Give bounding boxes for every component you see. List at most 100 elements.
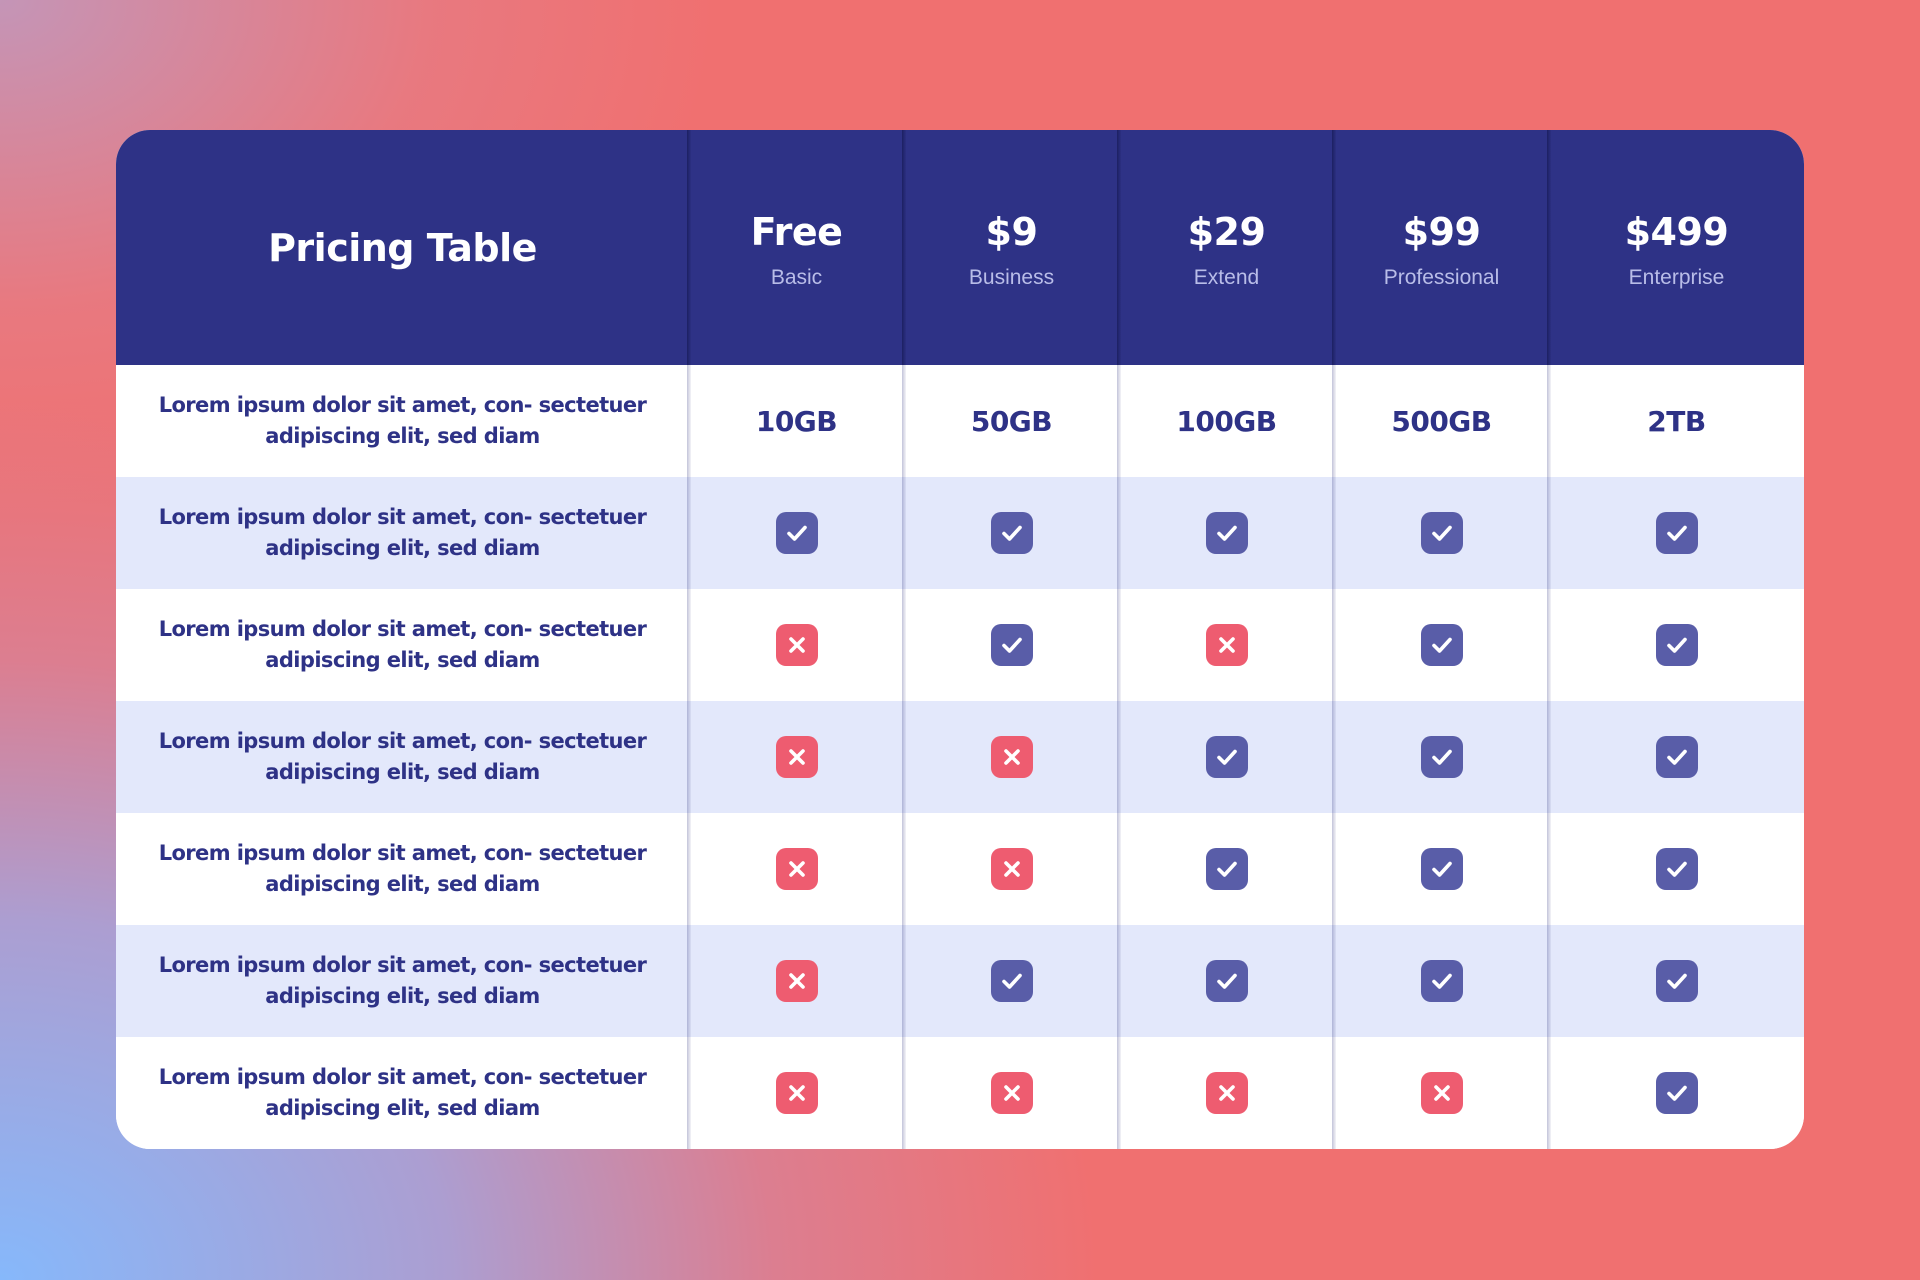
column-divider	[902, 130, 906, 1149]
check-icon	[1205, 512, 1248, 554]
plan-price: $9	[985, 209, 1038, 254]
table-header: Pricing Table Free Basic $9 Business $29…	[116, 130, 1804, 365]
feature-label: Lorem ipsum dolor sit amet, con- sectetu…	[116, 813, 689, 925]
cross-icon	[1420, 1072, 1463, 1114]
plan-name: Basic	[770, 265, 823, 289]
column-divider	[1547, 130, 1551, 1149]
cross-icon	[1205, 1072, 1248, 1114]
table-row: Lorem ipsum dolor sit amet, con- sectetu…	[116, 1037, 1804, 1149]
feature-cell	[689, 477, 904, 589]
feature-cell	[1549, 477, 1804, 589]
table-title: Pricing Table	[268, 225, 537, 270]
feature-label: Lorem ipsum dolor sit amet, con- sectetu…	[116, 701, 689, 813]
feature-cell	[689, 925, 904, 1037]
check-icon	[775, 512, 818, 554]
feature-cell	[1549, 813, 1804, 925]
feature-cell	[689, 813, 904, 925]
feature-cell	[1334, 813, 1549, 925]
feature-cell	[904, 813, 1119, 925]
check-icon	[1655, 848, 1698, 890]
check-icon	[1655, 1072, 1698, 1114]
column-divider	[1117, 130, 1121, 1149]
cross-icon	[775, 624, 818, 666]
check-icon	[1420, 624, 1463, 666]
check-icon	[1205, 960, 1248, 1002]
feature-text: Lorem ipsum dolor sit amet, con- sectetu…	[158, 505, 647, 560]
cross-icon	[990, 736, 1033, 778]
header-divider	[902, 130, 906, 365]
feature-cell	[1119, 1037, 1334, 1149]
plan-price: $29	[1187, 209, 1266, 254]
feature-label: Lorem ipsum dolor sit amet, con- sectetu…	[116, 589, 689, 701]
plan-header-free: Free Basic	[689, 130, 904, 365]
feature-text: Lorem ipsum dolor sit amet, con- sectetu…	[158, 1065, 647, 1120]
column-divider	[1332, 130, 1336, 1149]
feature-cell	[904, 1037, 1119, 1149]
table-row-storage: Lorem ipsum dolor sit amet, con- sectetu…	[116, 365, 1804, 477]
feature-cell	[1334, 1037, 1549, 1149]
check-icon	[1655, 960, 1698, 1002]
plan-price: $99	[1402, 209, 1481, 254]
cross-icon	[775, 960, 818, 1002]
check-icon	[990, 512, 1033, 554]
plan-header-professional: $99 Professional	[1334, 130, 1549, 365]
plan-name: Professional	[1383, 265, 1500, 289]
check-icon	[1420, 736, 1463, 778]
table-row: Lorem ipsum dolor sit amet, con- sectetu…	[116, 701, 1804, 813]
header-title-cell: Pricing Table	[116, 130, 689, 365]
feature-label: Lorem ipsum dolor sit amet, con- sectetu…	[116, 925, 689, 1037]
cross-icon	[775, 848, 818, 890]
storage-value: 2TB	[1647, 404, 1706, 438]
plan-name: Enterprise	[1628, 265, 1725, 289]
feature-cell	[1549, 701, 1804, 813]
pricing-table: Pricing Table Free Basic $9 Business $29…	[116, 130, 1804, 1149]
table-row: Lorem ipsum dolor sit amet, con- sectetu…	[116, 589, 1804, 701]
feature-text: Lorem ipsum dolor sit amet, con- sectetu…	[158, 729, 647, 784]
feature-cell	[1119, 813, 1334, 925]
plan-price: Free	[750, 209, 843, 254]
feature-cell	[689, 589, 904, 701]
check-icon	[1205, 848, 1248, 890]
storage-value: 500GB	[1391, 404, 1492, 438]
feature-cell	[904, 589, 1119, 701]
table-row: Lorem ipsum dolor sit amet, con- sectetu…	[116, 813, 1804, 925]
plan-name: Extend	[1193, 265, 1260, 289]
feature-cell	[904, 477, 1119, 589]
header-divider	[1332, 130, 1336, 365]
feature-cell	[1334, 925, 1549, 1037]
storage-value: 10GB	[755, 404, 838, 438]
header-divider	[687, 130, 691, 365]
feature-label: Lorem ipsum dolor sit amet, con- sectetu…	[116, 365, 689, 477]
feature-cell	[689, 1037, 904, 1149]
cross-icon	[775, 1072, 818, 1114]
cross-icon	[775, 736, 818, 778]
check-icon	[1420, 512, 1463, 554]
feature-cell	[1549, 925, 1804, 1037]
cross-icon	[1205, 624, 1248, 666]
feature-text: Lorem ipsum dolor sit amet, con- sectetu…	[158, 393, 647, 448]
check-icon	[990, 624, 1033, 666]
feature-text: Lorem ipsum dolor sit amet, con- sectetu…	[158, 953, 647, 1008]
feature-cell	[1119, 477, 1334, 589]
feature-label: Lorem ipsum dolor sit amet, con- sectetu…	[116, 477, 689, 589]
check-icon	[990, 960, 1033, 1002]
storage-value: 50GB	[970, 404, 1053, 438]
cross-icon	[990, 848, 1033, 890]
feature-cell	[1549, 589, 1804, 701]
cross-icon	[990, 1072, 1033, 1114]
feature-cell	[1334, 589, 1549, 701]
table-row: Lorem ipsum dolor sit amet, con- sectetu…	[116, 925, 1804, 1037]
header-divider	[1547, 130, 1551, 365]
feature-text: Lorem ipsum dolor sit amet, con- sectetu…	[158, 841, 647, 896]
check-icon	[1655, 624, 1698, 666]
check-icon	[1420, 960, 1463, 1002]
feature-cell	[1549, 1037, 1804, 1149]
check-icon	[1205, 736, 1248, 778]
check-icon	[1655, 736, 1698, 778]
feature-label: Lorem ipsum dolor sit amet, con- sectetu…	[116, 1037, 689, 1149]
feature-cell	[1334, 701, 1549, 813]
plan-header-business: $9 Business	[904, 130, 1119, 365]
feature-cell	[904, 701, 1119, 813]
storage-value: 100GB	[1176, 404, 1277, 438]
feature-cell	[1119, 589, 1334, 701]
